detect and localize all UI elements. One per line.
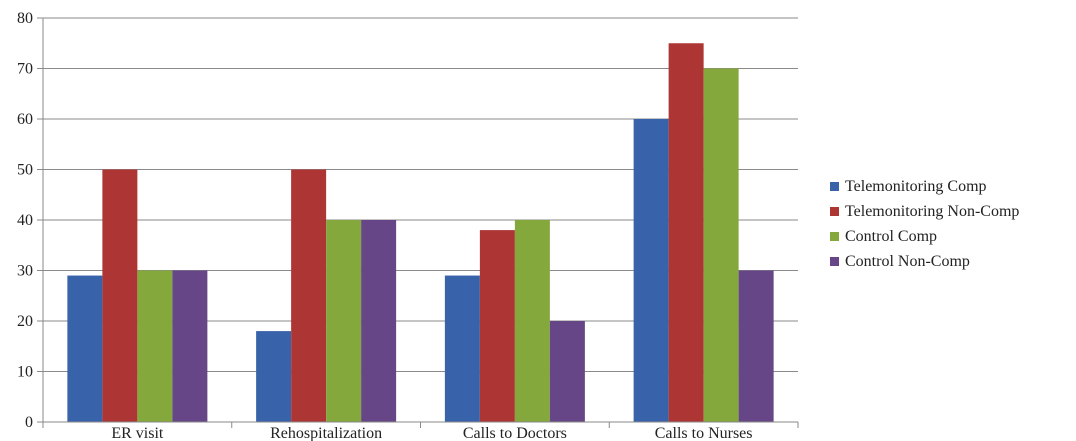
x-axis-labels: ER visit Rehospitalization Calls to Doctor…	[111, 425, 752, 441]
legend-item: Telemonitoring Comp	[830, 174, 1019, 199]
bar-telemonitoring-non-comp-0	[102, 169, 138, 422]
legend-swatch	[830, 182, 839, 191]
bar-telemonitoring-comp-1	[256, 331, 292, 422]
legend-swatch	[830, 207, 839, 216]
bar-control-comp-3	[703, 68, 739, 422]
legend: Telemonitoring Comp Telemonitoring Non-Co…	[830, 174, 1019, 274]
legend-label: Control Comp	[845, 227, 938, 245]
y-tick-label: 60	[17, 111, 33, 128]
legend-swatch	[830, 257, 839, 266]
y-tick-label: 80	[17, 10, 33, 27]
bar-control-non-comp-2	[549, 321, 585, 422]
bar-control-non-comp-3	[738, 270, 774, 422]
bar-telemonitoring-comp-2	[444, 275, 480, 422]
bar-control-comp-0	[137, 270, 173, 422]
y-tick-label: 50	[17, 162, 33, 179]
x-category-label: Calls to Doctors	[463, 425, 567, 441]
legend-label: Telemonitoring Comp	[845, 177, 987, 195]
bar-control-comp-2	[514, 220, 550, 422]
y-tick-label: 10	[17, 364, 33, 381]
bar-telemonitoring-comp-0	[67, 275, 103, 422]
legend-item: Control Non-Comp	[830, 249, 1019, 274]
y-axis-ticks: 0 10 20 30 40 50 60 70 80	[17, 10, 43, 431]
x-category-label: Calls to Nurses	[655, 425, 753, 441]
axes	[42, 18, 799, 428]
bar-control-non-comp-0	[172, 270, 208, 422]
legend-item: Control Comp	[830, 224, 1019, 249]
x-category-label: Rehospitalization	[270, 425, 382, 441]
legend-label: Control Non-Comp	[845, 252, 970, 270]
legend-swatch	[830, 232, 839, 241]
y-tick-label: 30	[17, 263, 33, 280]
legend-label: Telemonitoring Non-Comp	[845, 202, 1020, 220]
bar-telemonitoring-non-comp-1	[291, 169, 327, 422]
y-tick-label: 70	[17, 61, 33, 78]
y-tick-label: 20	[17, 313, 33, 330]
bar-control-comp-1	[326, 220, 362, 422]
legend-item: Telemonitoring Non-Comp	[830, 199, 1019, 224]
bar-telemonitoring-non-comp-2	[479, 230, 515, 422]
bar-telemonitoring-comp-3	[633, 119, 669, 422]
y-tick-label: 0	[25, 414, 33, 431]
bars	[67, 43, 774, 422]
x-category-label: ER visit	[111, 425, 164, 441]
bar-control-non-comp-1	[361, 220, 397, 422]
y-tick-label: 40	[17, 212, 33, 229]
bar-telemonitoring-non-comp-3	[668, 43, 704, 422]
